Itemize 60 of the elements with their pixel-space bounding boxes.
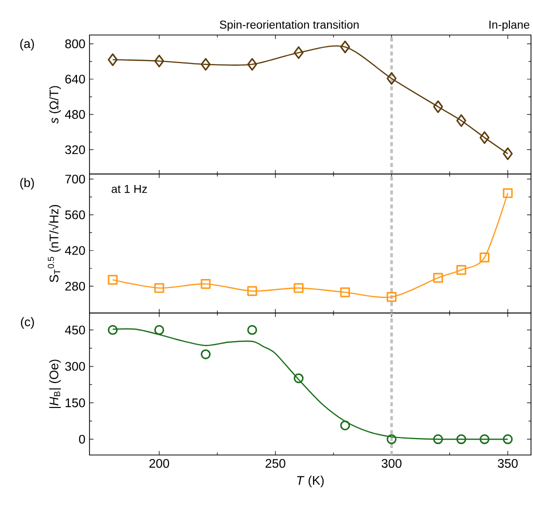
point [294,373,304,384]
y-tick-label: 300 [65,362,85,371]
point [456,114,466,127]
point [108,325,118,335]
y-tick-label: 450 [64,326,85,334]
point [480,252,490,262]
point [456,264,466,275]
line-series [112,328,508,440]
x-tick-label: 350 [498,459,518,468]
y-tick-label: 0 [79,434,85,444]
point [200,278,211,289]
y-axis-title: S$_{T}$$^{0.5}$ (nT/√Hz) [48,204,61,282]
y-tick-label: 560 [65,210,85,220]
point [340,287,350,298]
point [386,292,397,302]
chart-title: (c) [20,317,34,329]
point [294,46,304,59]
point [247,58,258,71]
point [294,283,304,293]
point [433,434,443,444]
point [433,100,443,114]
y-tick-label: 700 [65,174,85,184]
point [480,131,490,144]
point [502,434,513,444]
point [386,72,397,85]
point [340,40,350,54]
point [456,434,466,444]
point [502,147,513,160]
point [154,54,164,68]
text: Spin-reorientation transition [220,20,359,31]
point [386,434,397,444]
y-tick-label: 640 [65,74,85,84]
point [480,434,490,444]
point [433,272,443,283]
x-tick-label: 250 [266,459,286,468]
point [154,283,164,293]
y-axis-title: s (Ω/T) [49,86,61,124]
y-tick-label: 150 [66,398,85,408]
point [502,188,513,198]
text: In-plane [489,20,530,31]
annotation: at 1 Hz [112,184,147,193]
x-tick-label: 300 [382,459,402,468]
point [200,58,211,71]
y-tick-label: 420 [64,246,85,255]
y-tick-label: 320 [65,145,85,154]
point [247,286,258,296]
chart-title: (b) [20,178,34,190]
x-tick-label: 200 [149,459,170,468]
y-tick-label: 480 [64,110,85,119]
point [200,349,211,360]
point [340,420,350,430]
point [108,274,118,285]
point [247,325,258,335]
chart-title: (a) [20,38,34,51]
y-tick-label: 800 [65,39,85,48]
x-axis-title: T (K) [297,476,324,488]
y-tick-label: 280 [65,282,85,291]
y-axis-title: |H$_{B}$| (Oe) [49,360,61,408]
point [154,325,164,335]
point [108,53,118,66]
